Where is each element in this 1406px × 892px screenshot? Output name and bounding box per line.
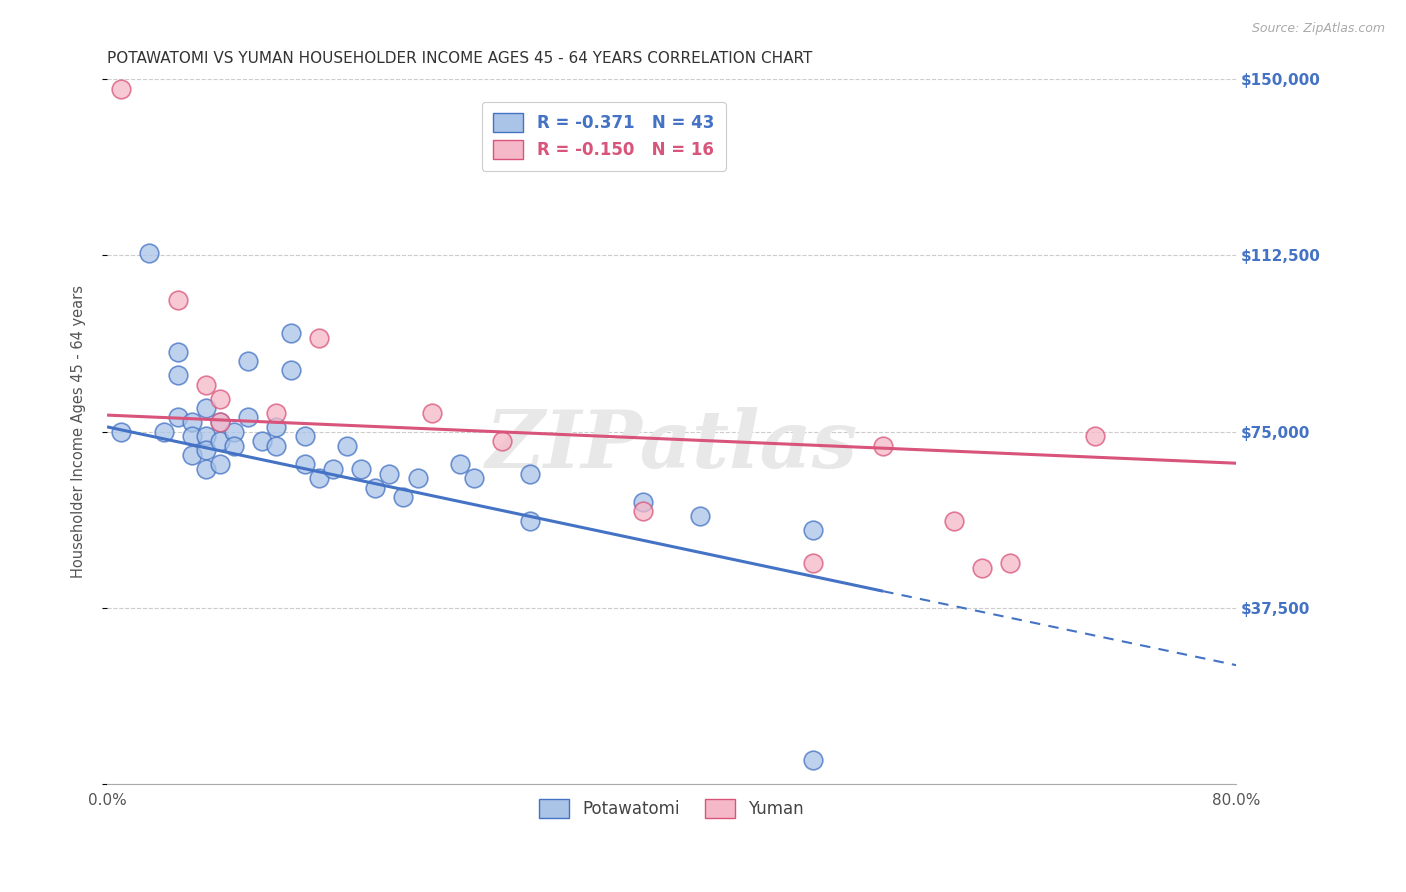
Point [378,467,401,481]
Point [266,406,288,420]
Point [519,467,541,481]
Point [364,481,387,495]
Legend: Potawatomi, Yuman: Potawatomi, Yuman [533,793,811,825]
Point [238,354,260,368]
Point [166,293,188,307]
Point [194,401,217,415]
Point [238,410,260,425]
Point [166,410,188,425]
Point [208,458,231,472]
Text: POTAWATOMI VS YUMAN HOUSEHOLDER INCOME AGES 45 - 64 YEARS CORRELATION CHART: POTAWATOMI VS YUMAN HOUSEHOLDER INCOME A… [107,51,813,66]
Y-axis label: Householder Income Ages 45 - 64 years: Householder Income Ages 45 - 64 years [72,285,86,578]
Point [689,509,711,524]
Point [152,425,174,439]
Point [420,406,443,420]
Point [222,425,245,439]
Point [519,514,541,528]
Point [942,514,965,528]
Point [970,560,993,574]
Point [110,81,132,95]
Point [252,434,274,448]
Point [166,368,188,383]
Point [208,434,231,448]
Point [449,458,471,472]
Point [110,425,132,439]
Point [336,439,359,453]
Point [208,392,231,406]
Point [294,429,316,443]
Point [801,523,824,537]
Point [194,429,217,443]
Point [180,415,202,429]
Point [194,443,217,458]
Point [194,462,217,476]
Point [633,504,655,518]
Text: Source: ZipAtlas.com: Source: ZipAtlas.com [1251,22,1385,36]
Point [166,344,188,359]
Point [208,415,231,429]
Point [266,439,288,453]
Point [998,556,1021,570]
Point [308,471,330,485]
Point [294,458,316,472]
Point [194,377,217,392]
Point [308,331,330,345]
Point [222,439,245,453]
Point [633,495,655,509]
Point [1084,429,1107,443]
Point [280,326,302,340]
Point [801,556,824,570]
Point [208,415,231,429]
Point [180,448,202,462]
Point [872,439,894,453]
Point [138,246,160,260]
Point [491,434,513,448]
Point [322,462,344,476]
Point [406,471,429,485]
Point [801,753,824,767]
Point [280,363,302,377]
Point [266,420,288,434]
Text: ZIPatlas: ZIPatlas [485,407,858,484]
Point [180,429,202,443]
Point [392,490,415,504]
Point [463,471,485,485]
Point [350,462,373,476]
